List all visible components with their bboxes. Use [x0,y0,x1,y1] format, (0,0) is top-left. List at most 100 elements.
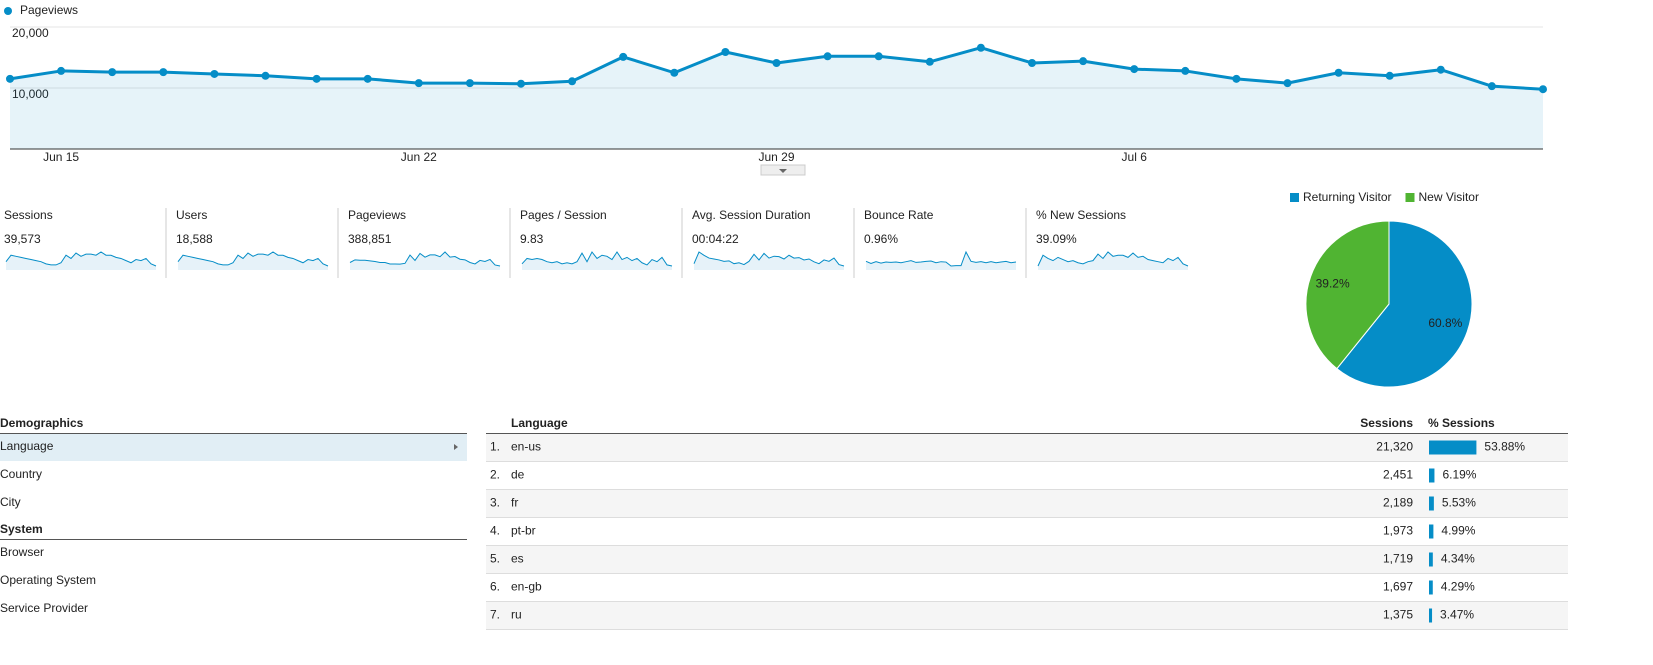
table-row [486,434,1568,461]
data-point [1283,79,1292,88]
column-header: Sessions [1360,416,1413,430]
nav-item[interactable]: Browser [0,545,44,559]
nav-item[interactable]: Operating System [0,573,96,587]
data-point [976,43,985,52]
row-language[interactable]: de [511,468,525,482]
row-language[interactable]: fr [511,496,518,510]
data-point [772,58,781,67]
nav-item[interactable]: Language [0,439,54,453]
row-percent: 5.53% [1442,496,1476,510]
scorecard-label: Bounce Rate [864,208,934,222]
y-tick-label: 20,000 [12,26,49,40]
legend-marker [1405,193,1415,202]
scorecard-label: Users [176,208,207,222]
y-tick-label: 10,000 [12,87,49,101]
legend-marker [4,7,12,15]
row-language[interactable]: ru [511,608,522,622]
data-point [670,68,679,77]
scorecard-label: Sessions [4,208,53,222]
sparkline [693,251,845,267]
data-point [925,57,934,66]
table-row [486,574,1568,601]
row-rank: 6. [490,580,500,594]
row-percent: 4.34% [1441,552,1475,566]
x-tick-label: Jun 29 [758,150,794,164]
sparkline [1037,251,1189,267]
row-language[interactable]: pt-br [511,524,536,538]
collapse-caret [779,169,787,173]
data-point [1487,82,1496,91]
nav-item[interactable]: Service Provider [0,601,88,615]
nav-item[interactable]: City [0,495,21,509]
sparkline [521,251,673,267]
row-language[interactable]: es [511,552,524,566]
data-point [159,68,168,77]
nav-item[interactable]: Country [0,467,42,481]
nav-heading: Demographics [0,416,84,430]
nav-heading: System [0,522,43,536]
legend-label: Returning Visitor [1303,190,1392,204]
data-point [874,52,883,61]
sparkline-area [694,252,844,270]
row-language[interactable]: en-us [511,440,541,454]
percent-bar [1429,468,1435,483]
data-point [1079,57,1088,66]
nav-selected [0,434,467,461]
row-sessions: 1,375 [1383,608,1413,622]
data-point [108,68,117,77]
row-percent: 4.99% [1441,524,1475,538]
data-point [1539,85,1547,94]
row-rank: 4. [490,524,500,538]
scorecard-value: 388,851 [348,232,392,246]
sparkline-area [1038,252,1188,270]
table-row [486,462,1568,489]
data-point [619,52,628,61]
scorecard-value: 39.09% [1036,232,1077,246]
scorecard-value: 9.83 [520,232,544,246]
scorecard-label: Avg. Session Duration [692,208,811,222]
data-point [517,79,525,88]
scorecard-value: 0.96% [864,232,898,246]
row-sessions: 1,973 [1383,524,1413,538]
row-rank: 1. [490,440,500,454]
row-rank: 5. [490,552,500,566]
data-point [261,71,270,80]
scorecard-label: % New Sessions [1036,208,1126,222]
row-rank: 2. [490,468,500,482]
data-point [312,74,321,83]
data-point [465,79,474,88]
row-rank: 3. [490,496,500,510]
sparkline [177,251,329,267]
legend-label: Pageviews [20,3,78,17]
data-point [210,69,219,78]
scorecard-value: 39,573 [4,232,41,246]
table-row [486,546,1568,573]
data-point [57,66,66,75]
sparkline [5,251,157,267]
data-point [6,74,14,83]
data-point [1385,71,1394,80]
row-rank: 7. [490,608,500,622]
row-percent: 6.19% [1442,468,1476,482]
scorecard-value: 18,588 [176,232,213,246]
x-tick-label: Jun 22 [401,150,437,164]
table-row [486,518,1568,545]
slice-label: 60.8% [1428,316,1462,330]
column-header: % Sessions [1428,416,1495,430]
sparkline-area [6,252,156,270]
percent-bar [1429,496,1434,511]
pie-slice [1336,220,1473,388]
data-point [1028,58,1036,67]
row-percent: 3.47% [1440,608,1474,622]
data-point [1181,66,1190,75]
row-language[interactable]: en-gb [511,580,542,594]
row-sessions: 1,719 [1383,552,1413,566]
column-header: Language [511,416,568,430]
sparkline-area [350,252,500,270]
percent-bar [1429,580,1433,595]
row-sessions: 2,451 [1383,468,1413,482]
percent-bar [1429,552,1433,567]
data-point [1436,65,1445,74]
